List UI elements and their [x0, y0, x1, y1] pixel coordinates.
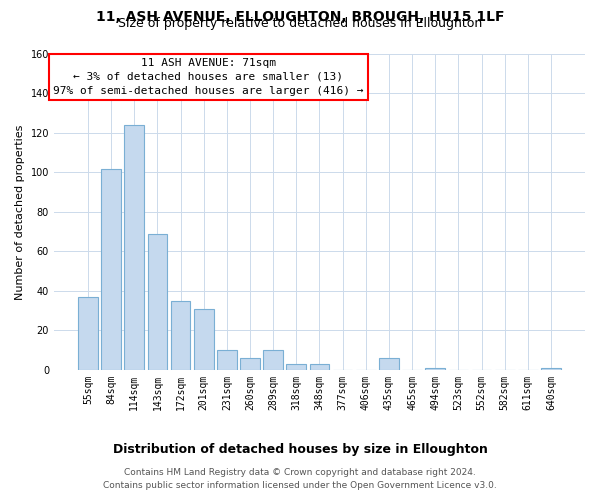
Bar — [379, 358, 399, 370]
Bar — [101, 168, 121, 370]
Bar — [217, 350, 236, 370]
Bar — [240, 358, 260, 370]
Bar — [194, 308, 214, 370]
Bar — [541, 368, 561, 370]
Text: 11 ASH AVENUE: 71sqm
← 3% of detached houses are smaller (13)
97% of semi-detach: 11 ASH AVENUE: 71sqm ← 3% of detached ho… — [53, 58, 364, 96]
Y-axis label: Number of detached properties: Number of detached properties — [15, 124, 25, 300]
Text: Size of property relative to detached houses in Elloughton: Size of property relative to detached ho… — [118, 18, 482, 30]
Bar — [263, 350, 283, 370]
Bar — [124, 125, 144, 370]
Text: 11, ASH AVENUE, ELLOUGHTON, BROUGH, HU15 1LF: 11, ASH AVENUE, ELLOUGHTON, BROUGH, HU15… — [96, 10, 504, 24]
Bar — [425, 368, 445, 370]
Bar — [78, 297, 98, 370]
Bar — [310, 364, 329, 370]
Text: Contains HM Land Registry data © Crown copyright and database right 2024.
Contai: Contains HM Land Registry data © Crown c… — [103, 468, 497, 490]
Text: Distribution of detached houses by size in Elloughton: Distribution of detached houses by size … — [113, 442, 487, 456]
Bar — [170, 301, 190, 370]
Bar — [286, 364, 306, 370]
Bar — [148, 234, 167, 370]
